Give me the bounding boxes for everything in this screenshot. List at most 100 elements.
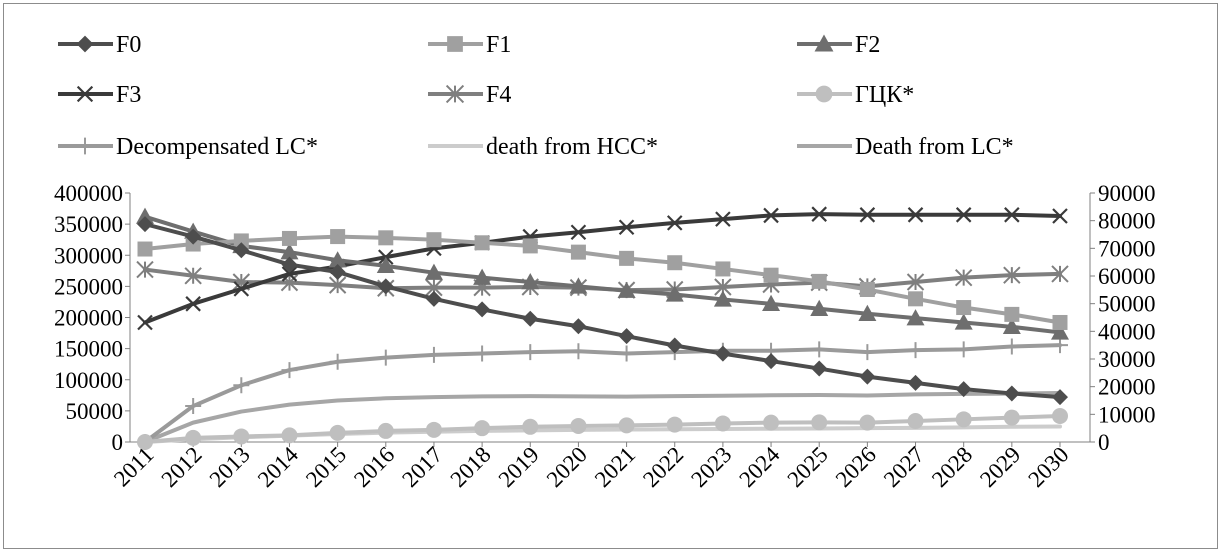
series-2-point (328, 251, 347, 268)
legend-item-1-label: F1 (486, 32, 511, 58)
series-3-point (1052, 208, 1068, 224)
series-0-point (714, 345, 731, 362)
series-5-point (522, 418, 539, 435)
series-2-line (143, 214, 1062, 335)
series-3-point (811, 206, 827, 222)
series-5-point (377, 422, 394, 439)
legend-item-6-label: Decompensated LC* (116, 134, 318, 160)
legend-item-2-label: F2 (855, 32, 880, 58)
series-5-point (618, 417, 635, 434)
series-5-point (1003, 409, 1020, 426)
x-tick-label: 2018 (445, 442, 495, 492)
series-2-point (521, 273, 540, 290)
series-6-point (185, 398, 202, 415)
series-3-point (763, 207, 779, 224)
series-1-point (908, 291, 924, 307)
series-0-point (377, 278, 394, 295)
series-1-point (378, 230, 394, 246)
series-3-point (907, 207, 924, 223)
x-tick-label: 2019 (494, 442, 544, 492)
series-0-point (955, 381, 972, 398)
series-3-point (281, 266, 298, 282)
x-tick-label: 2027 (879, 442, 929, 492)
legend-item-5-label: ГЦК* (855, 82, 914, 108)
series-1-point (233, 233, 249, 249)
series-6-point (522, 344, 539, 361)
x-tick-label: 2030 (1023, 442, 1073, 492)
series-5-line (143, 413, 1062, 444)
series-1-point (811, 273, 827, 289)
series-4-point (1003, 266, 1021, 284)
y-right-tick-label: 0 (1098, 430, 1110, 455)
series-5-point (1052, 407, 1068, 424)
series-0-point (859, 368, 876, 385)
series-0-point (425, 290, 442, 307)
series-0-line (143, 222, 1062, 400)
series-6-point (618, 345, 635, 362)
series-2-point (906, 309, 925, 326)
series-0-point (666, 337, 683, 354)
legend-item-5-marker (815, 85, 833, 103)
series-3-point (955, 207, 972, 223)
series-3-point (666, 215, 683, 231)
series-3-point (618, 219, 635, 236)
series-2-point (1002, 317, 1021, 335)
x-tick-label: 2023 (686, 442, 736, 492)
x-tick-label: 2012 (156, 442, 206, 492)
y-left-tick-label: 150000 (54, 337, 123, 362)
legend-item-6-marker (76, 137, 94, 155)
series-2-point (569, 277, 588, 294)
series-6-point (907, 342, 924, 359)
y-right-tick-label: 40000 (1098, 319, 1156, 344)
series-4-point (136, 260, 154, 279)
x-tick-label: 2020 (542, 442, 592, 492)
x-tick-label: 2014 (253, 442, 304, 493)
y-left-tick-label: 400000 (54, 181, 123, 206)
x-tick-label: 2026 (831, 442, 881, 492)
series-1-point (522, 238, 538, 254)
series-1-point (667, 255, 683, 271)
series-3-point (185, 296, 201, 312)
series-8-line (143, 391, 1062, 444)
x-tick-label: 2025 (783, 442, 833, 492)
series-3-point (137, 314, 153, 331)
legend-item-4-marker (445, 84, 465, 104)
series-1-point (859, 281, 875, 297)
series-5-point (859, 414, 876, 431)
series-2-point (280, 243, 299, 260)
series-0-point (185, 228, 202, 245)
y-left-tick-label: 0 (112, 430, 124, 455)
series-5-point (763, 414, 780, 431)
series-1-point (137, 241, 153, 257)
series-5-point (570, 417, 587, 434)
series-5-point (811, 414, 828, 431)
legend-item-8-label: Death from LC* (855, 134, 1014, 160)
series-3-point (715, 211, 731, 227)
series-2-point (954, 313, 973, 330)
y-right-tick-label: 70000 (1098, 236, 1156, 261)
x-tick-label: 2029 (975, 442, 1025, 492)
series-0-point (137, 216, 153, 233)
series-0-point (907, 374, 924, 391)
series-3-point (233, 281, 250, 297)
y-right-tick-label: 50000 (1098, 292, 1156, 317)
series-6-point (377, 349, 394, 366)
y-left-tick-label: 350000 (54, 212, 123, 237)
series-1-point (281, 230, 297, 246)
series-1-line (143, 234, 1062, 325)
series-0-point (474, 301, 491, 318)
series-2-point (424, 263, 443, 280)
series-0-point (281, 256, 298, 273)
series-5-point (425, 421, 442, 438)
legend-item-3-marker (76, 85, 94, 103)
series-0-point (811, 360, 828, 377)
x-tick-label: 2013 (205, 442, 255, 492)
series-1-point (715, 261, 731, 277)
series-1-point (619, 250, 635, 266)
series-4-point (1051, 265, 1069, 283)
legend-item-2-marker (814, 34, 834, 52)
series-0-point (329, 264, 346, 281)
series-1-point (426, 232, 442, 248)
x-tick-label: 2017 (397, 442, 447, 492)
